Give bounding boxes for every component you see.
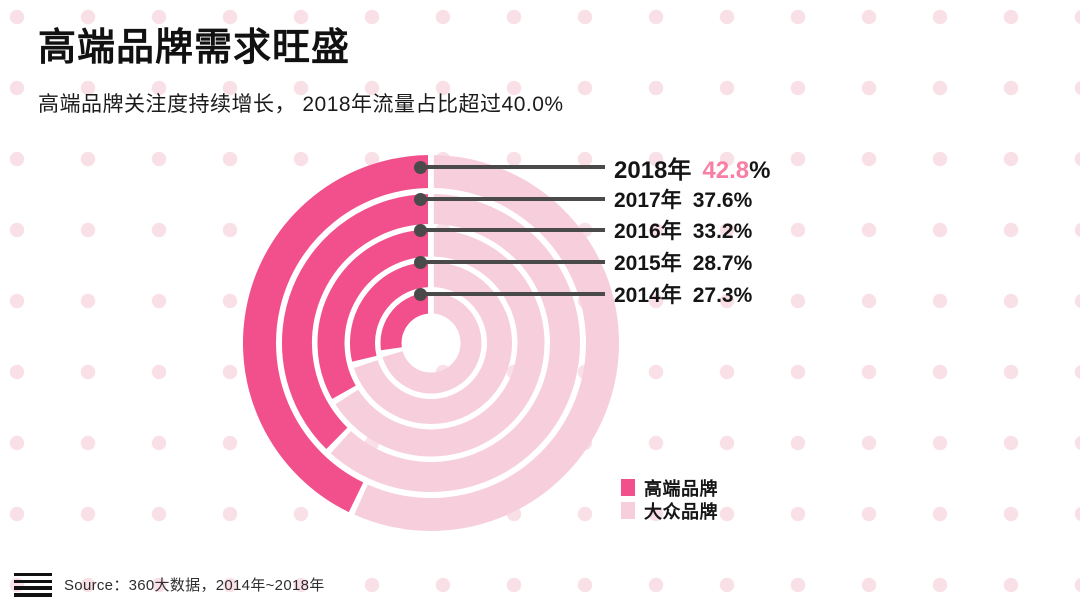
leader-dot xyxy=(414,192,427,206)
leader-dot xyxy=(414,255,427,269)
concentric-donut-chart xyxy=(243,155,619,531)
source-bar: Source：360大数据，2014年~2018年 xyxy=(14,571,325,599)
callout-label: 2016年 33.2 % xyxy=(614,220,753,243)
ring-2014-premium-brand xyxy=(380,292,432,351)
page-subtitle: 高端品牌关注度持续增长， 2018年流量占比超过40.0% xyxy=(38,93,564,116)
callout-label: 2017年 37.6 % xyxy=(614,189,753,212)
page-title: 高端品牌需求旺盛 xyxy=(38,27,351,69)
leader-line xyxy=(424,292,605,296)
leader-dot xyxy=(414,160,427,174)
source-text: Source：360大数据，2014年~2018年 xyxy=(64,577,325,595)
leader-line xyxy=(424,165,605,169)
ring-2014-end-gap xyxy=(380,346,404,358)
ring-2016-premium-brand xyxy=(317,229,432,399)
ring-2018-premium-brand xyxy=(243,155,432,513)
leader-line xyxy=(424,260,605,264)
mass-brand-swatch xyxy=(621,502,635,519)
ring-2015-end-gap xyxy=(351,355,379,369)
top-divider xyxy=(428,155,434,314)
leader-dot xyxy=(414,287,427,301)
legend-item-premium: 高端品牌 xyxy=(621,476,718,499)
callout-label: 2015年 28.7 % xyxy=(614,252,753,275)
ring-2015-premium-brand xyxy=(350,262,432,362)
hamburger-menu-icon xyxy=(14,571,52,599)
callout-2015: 2015年 28.7 % xyxy=(414,249,752,275)
callout-2014: 2014年 27.3 % xyxy=(414,281,752,307)
legend-item-mass: 大众品牌 xyxy=(621,499,718,522)
premium-brand-swatch xyxy=(621,479,635,496)
callout-2017: 2017年 37.6 % xyxy=(414,186,752,212)
chart-legend: 高端品牌 大众品牌 xyxy=(621,476,718,522)
callout-label: 2014年 27.3 % xyxy=(614,284,753,307)
leader-line xyxy=(424,228,605,232)
ring-2018-end-gap xyxy=(348,481,369,516)
ring-2017-end-gap xyxy=(325,426,352,454)
leader-line xyxy=(424,197,605,201)
callout-2016: 2016年 33.2 % xyxy=(414,217,752,243)
leader-dot xyxy=(414,223,427,237)
ring-2017-premium-brand xyxy=(281,194,432,450)
ring-2016-end-gap xyxy=(331,385,360,405)
callout-label: 2018年 42.8 % xyxy=(614,156,771,184)
callout-2018: 2018年 42.8 % xyxy=(414,152,771,184)
